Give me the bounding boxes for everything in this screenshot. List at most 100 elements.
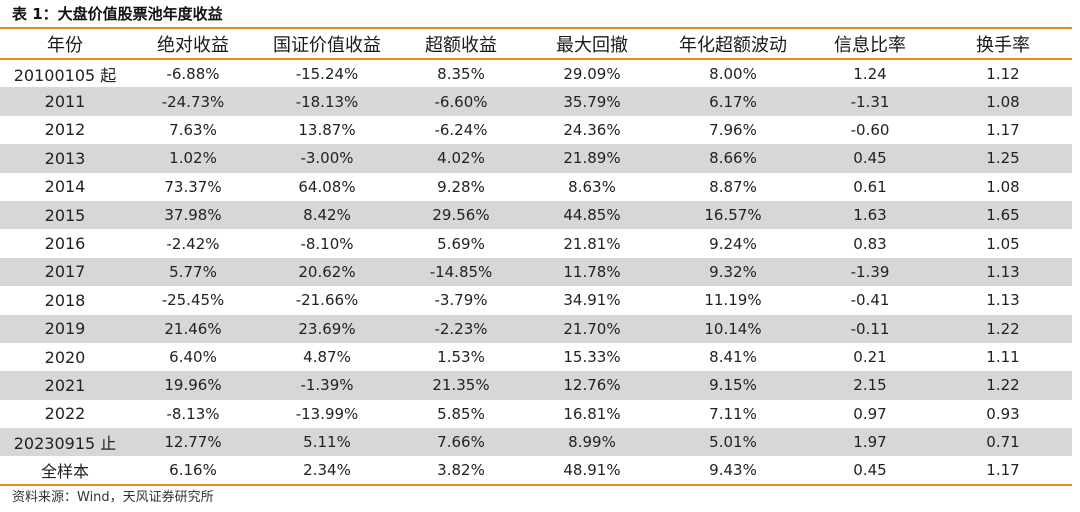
cell-max-drawdown: 35.79% [524,87,660,116]
cell-excess-volatility: 9.24% [709,234,757,253]
cell-excess-volatility: 11.19% [704,291,762,310]
cell-year: 2018 [44,290,86,310]
cell-turnover: 1.22 [934,314,1072,343]
cell-benchmark-return: -3.00% [256,144,398,173]
cell-benchmark-return: 20.62% [256,257,398,287]
cell-excess-volatility: 7.11% [709,404,757,423]
cell-excess-return: -3.79% [434,291,488,310]
header-row: 年份 绝对收益 国证价值收益 超额收益 最大回撤 年化超额波动 信息比率 换手率 [0,28,1072,59]
cell-turnover: 1.13 [934,257,1072,287]
cell-year: 2017 [0,257,130,287]
table-row: 20100105 起 -6.88% -15.24% 8.35% 29.09% 8.00% 1… [0,59,1072,87]
header-information-ratio: 信息比率 [834,34,906,56]
cell-year: 2021 [0,371,130,400]
cell-benchmark-return: 64.08% [298,177,356,196]
table-row: 2013 1.02% -3.00% 4.02% 21.89% 8.66% 0.45 1.25 [0,144,1072,173]
cell-year: 2019 [0,314,130,343]
cell-year: 20100105 起 [13,65,117,85]
cell-excess-volatility: 10.14% [660,314,806,343]
cell-absolute-return: -24.73% [130,87,256,116]
cell-year: 20230915 止 [0,428,130,457]
cell-year: 2016 [44,234,86,254]
cell-information-ratio: -0.60 [850,120,890,139]
cell-absolute-return: 21.46% [130,314,256,343]
cell-absolute-return: -25.45% [161,291,225,310]
cell-absolute-return: 5.77% [130,257,256,287]
cell-turnover: 1.08 [934,87,1072,116]
table-row: 2012 7.63% 13.87% -6.24% 24.36% 7.96% -0.60 1.1… [0,116,1072,144]
table-row: 2016 -2.42% -8.10% 5.69% 21.81% 9.24% 0.83 1.05 [0,229,1072,257]
table-row: 全样本 6.16% 2.34% 3.82% 48.91% 9.43% 0.45 1.17 [0,456,1072,485]
cell-excess-volatility: 9.15% [660,371,806,400]
cell-max-drawdown: 21.89% [524,144,660,173]
cell-benchmark-return: -18.13% [256,87,398,116]
cell-max-drawdown: 21.70% [524,314,660,343]
cell-benchmark-return: 4.87% [303,348,351,367]
table-header: 年份 绝对收益 国证价值收益 超额收益 最大回撤 年化超额波动 信息比率 换手率 [0,28,1072,59]
cell-year: 全样本 [40,462,89,482]
cell-year: 2015 [0,200,130,230]
table-caption: 表 1：大盘价值股票池年度收益 [12,5,223,23]
cell-information-ratio: 2.15 [806,371,934,400]
header-year: 年份 [47,34,83,56]
cell-turnover: 0.71 [934,428,1072,457]
returns-table-container: 年份 绝对收益 国证价值收益 超额收益 最大回撤 年化超额波动 信息比率 换手率… [0,27,1072,486]
cell-excess-volatility: 8.66% [660,144,806,173]
cell-information-ratio: -0.11 [806,314,934,343]
cell-excess-volatility: 6.17% [660,87,806,116]
cell-excess-return: 5.69% [437,234,485,253]
cell-absolute-return: 19.96% [130,371,256,400]
cell-excess-return: 21.35% [398,371,524,400]
cell-year: 2014 [44,177,86,197]
cell-benchmark-return: -8.10% [300,234,354,253]
table-row: 20230915 止 12.77% 5.11% 7.66% 8.99% 5.01% 1.97… [0,428,1072,457]
cell-excess-return: 1.53% [437,348,485,367]
cell-information-ratio: -0.41 [850,291,890,310]
cell-information-ratio: 0.45 [853,461,887,480]
cell-turnover: 1.11 [986,348,1020,367]
header-excess-return: 超额收益 [425,34,497,56]
cell-absolute-return: 73.37% [164,177,222,196]
cell-excess-return: 8.35% [437,64,485,83]
table-row: 2022 -8.13% -13.99% 5.85% 16.81% 7.11% 0.97 0.9… [0,400,1072,428]
cell-absolute-return: 1.02% [130,144,256,173]
cell-excess-volatility: 8.00% [709,64,757,83]
cell-max-drawdown: 48.91% [563,461,621,480]
source-note: 资料来源：Wind，天风证券研究所 [12,490,214,505]
cell-excess-volatility: 7.96% [709,120,757,139]
cell-absolute-return: -8.13% [166,404,220,423]
annual-returns-table: 年份 绝对收益 国证价值收益 超额收益 最大回撤 年化超额波动 信息比率 换手率… [0,27,1072,486]
cell-information-ratio: 0.83 [853,234,887,253]
cell-excess-volatility: 8.41% [709,348,757,367]
cell-max-drawdown: 8.63% [568,177,616,196]
cell-benchmark-return: -1.39% [256,371,398,400]
cell-absolute-return: 6.40% [169,348,217,367]
table-row: 2020 6.40% 4.87% 1.53% 15.33% 8.41% 0.21 1.11 [0,343,1072,371]
cell-excess-return: 4.02% [398,144,524,173]
cell-absolute-return: 7.63% [169,120,217,139]
table-row: 2015 37.98% 8.42% 29.56% 44.85% 16.57% 1.63 1.6… [0,200,1072,230]
cell-information-ratio: 1.24 [853,64,887,83]
cell-max-drawdown: 44.85% [524,200,660,230]
cell-max-drawdown: 34.91% [563,291,621,310]
header-benchmark-return: 国证价值收益 [273,34,381,56]
cell-information-ratio: 1.63 [806,200,934,230]
cell-turnover: 1.22 [934,371,1072,400]
cell-excess-volatility: 9.43% [709,461,757,480]
cell-excess-return: -2.23% [398,314,524,343]
cell-max-drawdown: 15.33% [563,348,621,367]
cell-turnover: 1.17 [986,461,1020,480]
cell-turnover: 1.65 [934,200,1072,230]
cell-benchmark-return: -15.24% [295,64,359,83]
cell-excess-volatility: 8.87% [709,177,757,196]
table-row: 2018 -25.45% -21.66% -3.79% 34.91% 11.19% -0.4… [0,286,1072,314]
cell-turnover: 0.93 [986,404,1020,423]
cell-excess-volatility: 16.57% [660,200,806,230]
cell-max-drawdown: 29.09% [563,64,621,83]
cell-year: 2022 [44,404,86,424]
cell-information-ratio: 0.45 [806,144,934,173]
cell-benchmark-return: 5.11% [256,428,398,457]
cell-benchmark-return: 23.69% [256,314,398,343]
cell-max-drawdown: 21.81% [563,234,621,253]
cell-information-ratio: -1.39 [806,257,934,287]
